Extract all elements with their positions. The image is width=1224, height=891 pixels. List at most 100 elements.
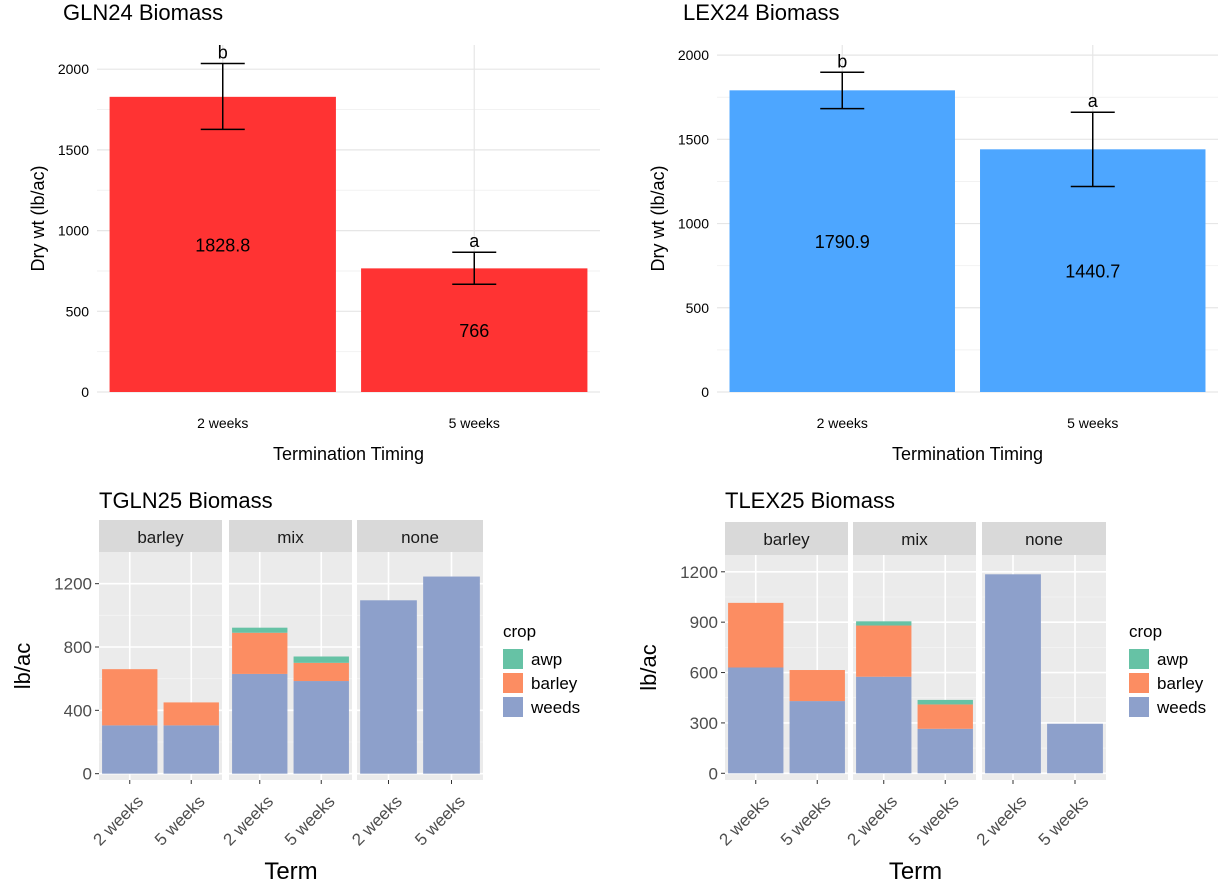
- bar-segment-weeds: [163, 725, 219, 774]
- facet-label: mix: [901, 530, 928, 549]
- y-tick-label: 0: [709, 764, 718, 783]
- x-tick-label: 2 weeks: [90, 792, 148, 850]
- y-tick-label: 1500: [678, 131, 709, 147]
- bar-segment-weeds: [856, 676, 912, 774]
- x-axis-label: Term: [889, 858, 942, 885]
- legend-swatch-weeds: [1129, 697, 1149, 717]
- facet-strip: [853, 522, 976, 555]
- bar-segment-barley: [293, 662, 349, 682]
- chart-2: 0 500 1000 1500 2000 b 1790.9 2 weeks a 1440.7 5 w…: [648, 0, 1218, 464]
- bar-segment-barley: [232, 632, 288, 674]
- legend-item: awp: [531, 650, 562, 669]
- legend-swatch-awp: [503, 649, 523, 669]
- bar-segment-weeds: [917, 728, 973, 774]
- bar-segment-weeds: [360, 600, 417, 774]
- x-tick-label: 2 weeks: [973, 792, 1031, 850]
- bar-segment-barley: [163, 702, 219, 726]
- facet-label: none: [1025, 530, 1063, 549]
- data-label: 1828.8: [195, 235, 250, 255]
- data-label: 1790.9: [815, 232, 870, 252]
- legend-item: weeds: [1156, 698, 1206, 717]
- bar: [729, 90, 955, 392]
- y-tick-label: 0: [81, 384, 89, 400]
- bar-segment-weeds: [232, 673, 288, 774]
- bar-segment-barley: [102, 669, 158, 726]
- x-tick-label: 5 weeks: [777, 792, 835, 850]
- facet-label: mix: [277, 528, 304, 547]
- bar-segment-awp: [917, 699, 973, 705]
- legend-swatch-barley: [503, 673, 523, 693]
- legend-item: barley: [1157, 674, 1204, 693]
- legend-item: barley: [531, 674, 578, 693]
- legend-title: crop: [503, 622, 536, 641]
- y-tick-label: 1000: [678, 216, 709, 232]
- x-axis-label: Termination Timing: [273, 444, 424, 464]
- bar-segment-weeds: [1047, 723, 1103, 774]
- legend-swatch-awp: [1129, 649, 1149, 669]
- facet-label: barley: [763, 530, 810, 549]
- facet-label: none: [401, 528, 439, 547]
- y-tick-label: 1200: [54, 575, 92, 594]
- facet-strip: [229, 520, 352, 552]
- x-tick-label: 5 weeks: [1035, 792, 1093, 850]
- y-tick-label: 400: [64, 701, 92, 720]
- y-tick-label: 500: [66, 303, 90, 319]
- bar-segment-awp: [232, 627, 288, 633]
- chart-title: GLN24 Biomass: [63, 0, 223, 25]
- x-tick-label: 5 weeks: [1067, 415, 1118, 431]
- y-tick-label: 2000: [58, 61, 89, 77]
- chart-title: LEX24 Biomass: [683, 0, 840, 25]
- legend-swatch-barley: [1129, 673, 1149, 693]
- x-tick-label: 5 weeks: [151, 792, 209, 850]
- bar: [109, 96, 336, 393]
- legend-item: awp: [1157, 650, 1188, 669]
- y-tick-label: 1500: [58, 142, 89, 158]
- y-tick-label: 800: [64, 638, 92, 657]
- bar-segment-weeds: [293, 681, 349, 774]
- x-tick-label: 5 weeks: [449, 415, 500, 431]
- x-tick-label: 2 weeks: [844, 792, 902, 850]
- y-tick-label: 1200: [680, 563, 718, 582]
- legend-item: weeds: [530, 698, 580, 717]
- y-axis-label: Dry wt (lb/ac): [28, 165, 48, 271]
- bar-segment-awp: [856, 621, 912, 626]
- bar: [361, 268, 588, 392]
- y-tick-label: 1000: [58, 223, 89, 239]
- chart-1: 0 500 1000 1500 2000 b 1828.8 2 weeks a 766 5 week…: [28, 0, 600, 464]
- bar-segment-barley: [728, 602, 784, 668]
- bar-segment-barley: [789, 670, 845, 702]
- bar-segment-awp: [293, 656, 349, 663]
- bar: [980, 149, 1206, 392]
- bar-segment-weeds: [423, 576, 480, 774]
- y-tick-label: 500: [686, 300, 710, 316]
- legend-title: crop: [1129, 622, 1162, 641]
- y-tick-label: 2000: [678, 47, 709, 63]
- data-label: 766: [459, 321, 489, 341]
- bar-segment-barley: [856, 625, 912, 677]
- legend-swatch-weeds: [503, 697, 523, 717]
- y-tick-label: 300: [690, 714, 718, 733]
- significance-letter: a: [1088, 91, 1099, 111]
- chart-title: TGLN25 Biomass: [99, 488, 273, 513]
- data-label: 1440.7: [1065, 262, 1120, 282]
- facet-label: barley: [137, 528, 184, 547]
- y-axis-label: lb/ac: [636, 644, 661, 690]
- x-tick-label: 5 weeks: [905, 792, 963, 850]
- y-axis-label: Dry wt (lb/ac): [648, 165, 668, 271]
- bar-segment-barley: [917, 704, 973, 729]
- x-tick-label: 2 weeks: [817, 415, 868, 431]
- facet-strip: [982, 522, 1106, 555]
- x-axis-label: Term: [264, 858, 317, 885]
- y-tick-label: 900: [690, 613, 718, 632]
- y-axis-label: lb/ac: [10, 643, 35, 689]
- x-tick-label: 2 weeks: [220, 792, 278, 850]
- bar-segment-weeds: [789, 701, 845, 774]
- x-tick-label: 2 weeks: [197, 415, 248, 431]
- facet-strip: [357, 520, 483, 552]
- x-tick-label: 2 weeks: [348, 792, 406, 850]
- chart-title: TLEX25 Biomass: [725, 488, 895, 513]
- y-tick-label: 0: [701, 384, 709, 400]
